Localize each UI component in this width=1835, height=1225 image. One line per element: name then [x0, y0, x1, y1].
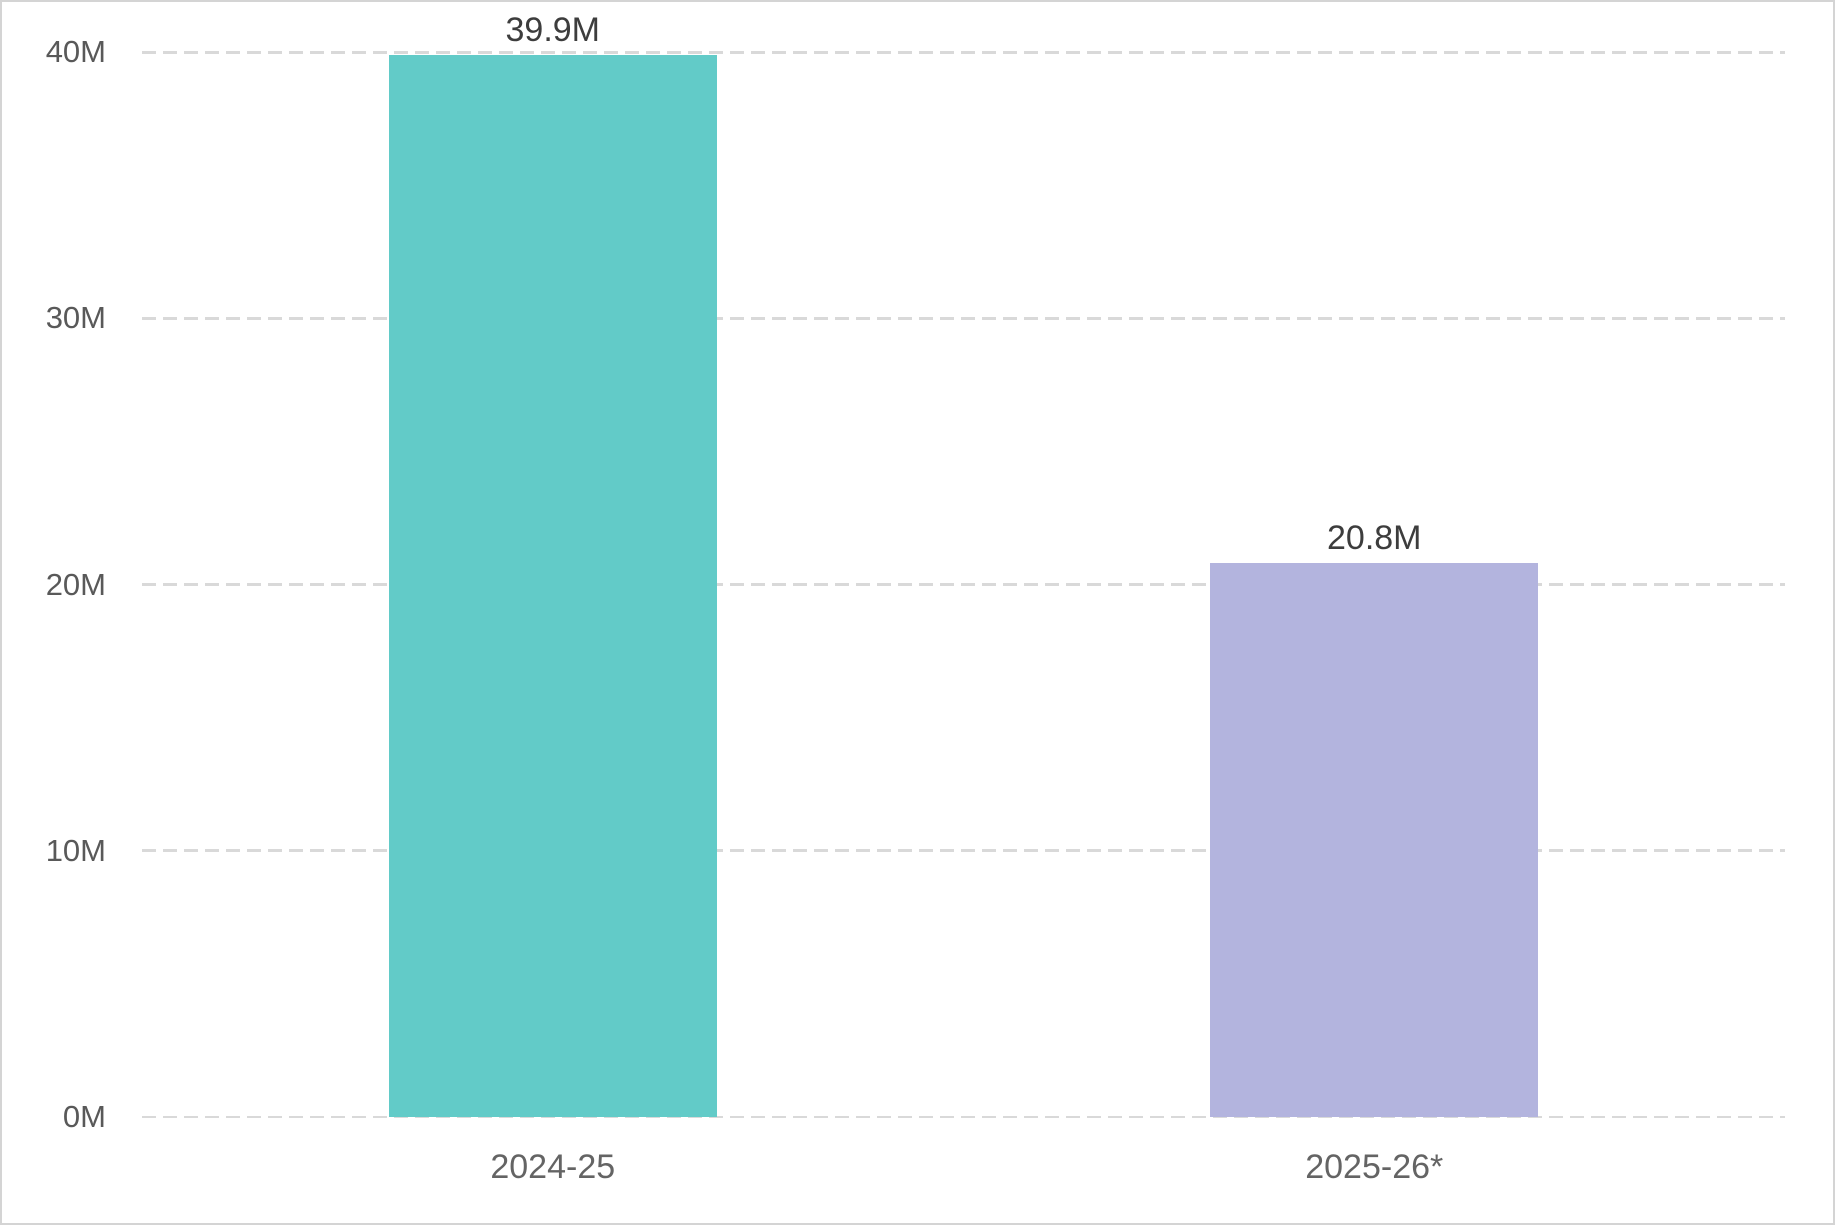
x-category-label-2024-25: 2024-25 [490, 1148, 616, 1186]
data-label-2024-25: 39.9M [505, 10, 601, 49]
y-tick-label-0M: 0M [62, 1099, 106, 1134]
bar-2025-26*[interactable] [1210, 563, 1539, 1117]
gridline-10M [142, 849, 1785, 853]
y-tick-label-40M: 40M [45, 34, 106, 69]
data-label-2025-26*: 20.8M [1327, 519, 1422, 558]
gridline-20M [142, 583, 1785, 586]
y-tick-label-20M: 20M [45, 566, 106, 602]
bar-2024-25[interactable] [388, 54, 717, 1117]
gridline-40M [142, 50, 1785, 54]
x-category-label-2025-26*: 2025-26* [1305, 1148, 1444, 1186]
y-tick-label-10M: 10M [45, 832, 106, 868]
gridline-0M [142, 1116, 1785, 1118]
y-tick-label-30M: 30M [45, 300, 106, 336]
gridline-30M [142, 316, 1785, 320]
